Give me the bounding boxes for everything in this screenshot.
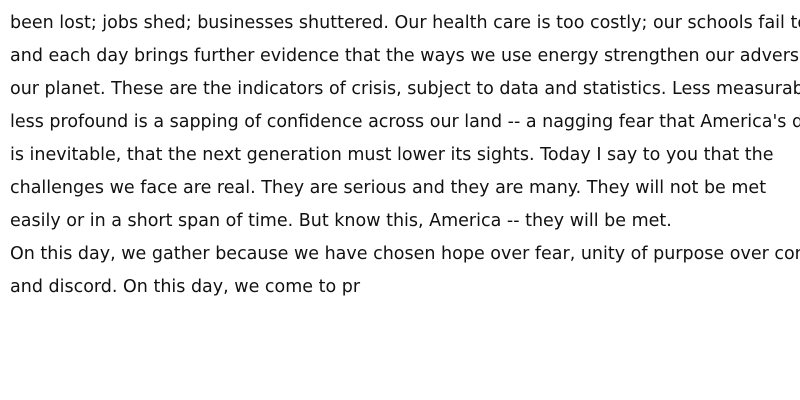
text-line-7: easily or in a short span of time. But k…	[10, 211, 672, 231]
text-line-3: our planet. These are the indicators of …	[10, 79, 800, 99]
text-line-6: challenges we face are real. They are se…	[10, 178, 767, 198]
document-text-area: been lost; jobs shed; businesses shutter…	[10, 7, 800, 400]
text-line-5: is inevitable, that the next generation …	[10, 145, 774, 165]
text-line-9: and discord. On this day, we come to pr	[10, 277, 361, 297]
text-line-4: less profound is a sapping of confidence…	[10, 112, 800, 132]
text-line-2: and each day brings further evidence tha…	[10, 46, 800, 66]
text-line-8: On this day, we gather because we have c…	[10, 244, 800, 264]
text-line-1: been lost; jobs shed; businesses shutter…	[10, 13, 800, 33]
